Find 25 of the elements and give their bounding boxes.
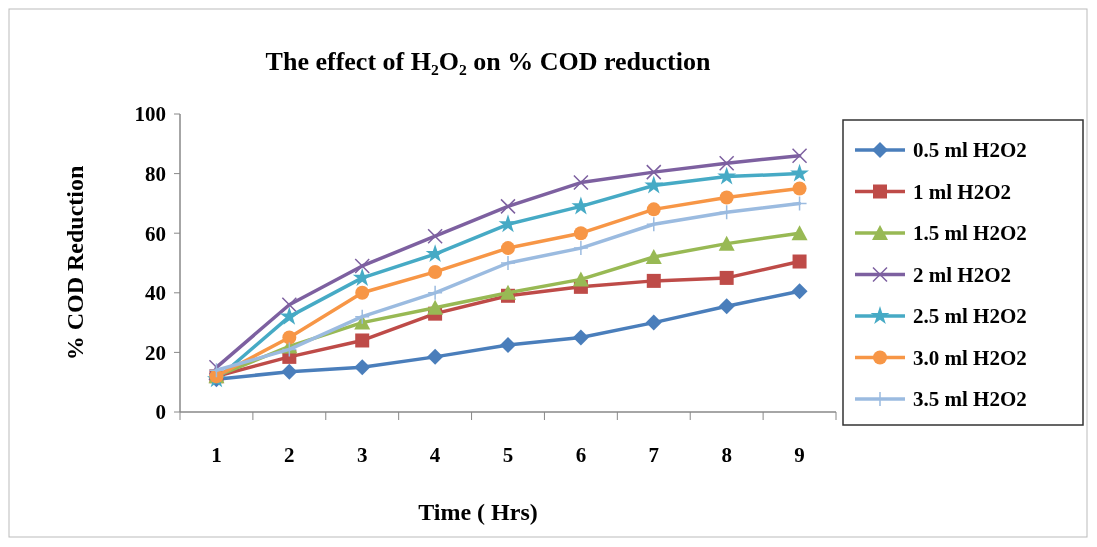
chart-title: The effect of H₂O₂ on % COD reduction (265, 47, 711, 76)
x-tick-label: 6 (575, 443, 587, 467)
x-tick-label: 7 (648, 443, 660, 467)
legend-label: 2 ml H2O2 (913, 262, 1011, 287)
legend-label: 3.0 ml H2O2 (913, 345, 1027, 370)
x-axis-title: Time ( Hrs) (418, 499, 538, 525)
x-tick-label: 3 (356, 443, 368, 467)
legend-label: 0.5 ml H2O2 (913, 138, 1027, 163)
y-tick-label: 100 (134, 102, 166, 127)
legend-label: 3.5 ml H2O2 (913, 387, 1027, 412)
x-tick-label: 9 (794, 443, 805, 467)
x-tick-label: 8 (721, 443, 732, 467)
legend-label: 2.5 ml H2O2 (913, 304, 1027, 329)
x-tick-label: 1 (211, 443, 222, 467)
legend-label: 1 ml H2O2 (913, 179, 1011, 204)
y-axis-title: % COD Reduction (62, 165, 88, 361)
x-tick-label: 2 (284, 443, 295, 467)
y-tick-label: 0 (155, 400, 166, 425)
legend-label: 1.5 ml H2O2 (913, 221, 1027, 246)
x-tick-label: 5 (502, 443, 514, 467)
y-tick-label: 20 (145, 340, 166, 365)
y-tick-label: 60 (145, 221, 166, 246)
y-tick-label: 80 (145, 161, 166, 186)
y-tick-label: 40 (145, 281, 166, 306)
x-tick-label: 4 (429, 443, 441, 467)
